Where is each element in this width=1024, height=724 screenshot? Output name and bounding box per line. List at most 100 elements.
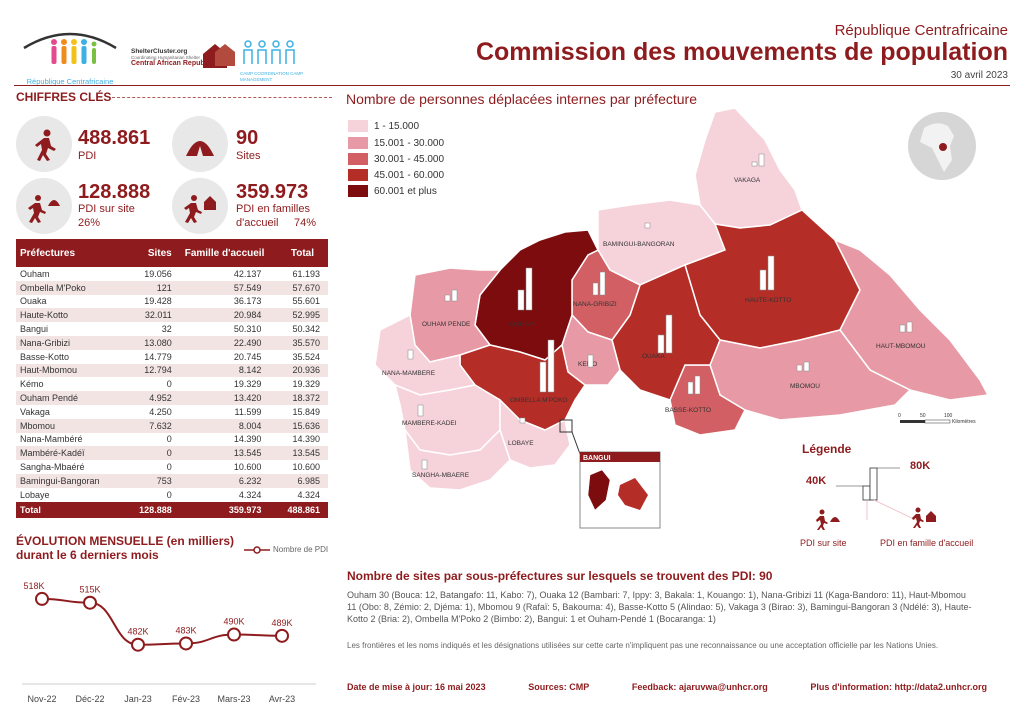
map-title: Nombre de personnes déplacées internes p… [346,91,697,107]
legend-line-icon [244,545,270,554]
x-tick-label: Nov-22 [27,694,56,704]
footer-info-link[interactable]: Plus d'information: http://data2.unhcr.o… [810,682,987,692]
cell-total: 61.193 [292,268,320,279]
cell-total: 6.985 [273,473,328,488]
table-row: Basse-Kotto 14.779 20.745 35.524 [16,350,328,364]
shelter-cluster-logo: ShelterCluster.org Coordinating Humanita… [131,44,235,68]
legend-class-label: 15.001 - 30.000 [374,137,445,149]
label-ombella-mpoko: OMBELLA M'POKO [510,397,568,404]
table-total-row: Total 128.888 359.973 488.861 [16,501,328,518]
table-row: Haut-Mbomou 12.794 8.142 20.936 [16,363,328,378]
table-row: Kémo 0 19.329 19.329 [16,377,328,391]
label-vakaga: VAKAGA [734,177,761,184]
x-tick-label: Avr-23 [269,694,295,704]
cell-host-family: 8.004 [175,418,274,433]
idp-sites-value: 128.888 [78,181,151,203]
idp-sites-percent: 26% [78,217,101,229]
legend-class-4: 45.001 - 60.000 [348,169,444,181]
cell-prefecture: Ouaka [20,296,47,307]
legend-swatch [348,137,368,149]
table-row: Ombella M'Poko 121 57.549 57.670 [16,280,328,295]
cell-total: 15.849 [292,406,320,417]
scale-unit: Kilomètres [952,419,976,425]
tent-icon [172,116,228,172]
cccm-people-icon [243,40,295,64]
legend-person-house-icon [910,506,940,535]
label-sangha-mbaere: SANGHA-MBAERE [412,472,470,479]
shelter-country-text: Central African Republic [131,60,213,67]
proportional-bars [407,153,913,470]
evolution-legend-label: Nombre de PDI [273,545,329,554]
cccm-logo-text: CAMP COORDINATION CAMP MANAGEMENT [240,71,304,82]
idp-families-label-2: d'accueil [236,217,279,229]
cell-prefecture: Sangha-Mbaéré [20,462,85,473]
label-nana-gribizi: NANA-GRIBIZI [573,301,617,308]
label-mambere-kadei: MAMBERE-KADEI [402,420,457,427]
cell-sites: 19.056 [144,268,172,279]
shelter-logo-text: ShelterCluster.org [131,48,188,55]
legend-class-label: 60.001 et plus [374,185,437,197]
col-host-family: Famille d'accueil [175,239,274,267]
cell-prefecture: Ombella M'Poko [16,280,126,295]
cell-prefecture: Haute-Kotto [16,308,126,323]
legend-class-3: 30.001 - 45.000 [348,153,444,165]
table-row: Lobaye 0 4.324 4.324 [16,488,328,502]
cell-sites: 7.632 [126,418,176,433]
cell-host-family: 10.600 [233,462,262,473]
cell-prefecture: Mbomou [16,418,126,433]
car-map: VAKAGA BAMINGUI-BANGORAN HAUTE-KOTTO NAN… [374,107,990,529]
cell-sites: 0 [126,446,176,461]
cell-host-family: 20.984 [175,308,274,323]
idp-total-value: 488.861 [78,127,151,149]
evolution-legend: Nombre de PDI [244,545,328,554]
legend-swatch [348,120,368,132]
label-ouham-pende: OUHAM PENDE [422,321,471,328]
cell-total: 13.545 [273,446,328,461]
person-to-tent-icon [16,178,72,234]
page-title: Commission des mouvements de population [475,38,1008,66]
prefecture-table: Préfectures Sites Famille d'accueil Tota… [16,239,328,518]
region-sangha-mbaere [403,427,511,491]
label-mbomou: MBOMOU [790,383,820,390]
logo-text: République Centrafricaine [26,77,114,86]
footer-feedback[interactable]: Feedback: ajaruvwa@unhcr.org [631,682,768,692]
x-tick-label: Jan-23 [124,694,152,704]
label-lobaye: LOBAYE [508,440,534,447]
label-haut-mbomou: HAUT-MBOMOU [876,343,926,350]
cell-prefecture: Nana-Mambéré [20,434,83,445]
cell-prefecture: Kémo [20,379,44,390]
evolution-chart: 518K Nov-22 515K Déc-22 482K Jan-23 483K Fév-23… [22,581,316,704]
cell-host-family: 13.420 [175,391,274,405]
legend-families-label: PDI en famille d'accueil [880,538,974,548]
table-row: Ouaka 19.428 36.173 55.601 [16,295,328,309]
cell-sites: 12.794 [126,363,176,378]
country-name: République Centrafricaine [834,22,1008,39]
region-nana-mambere [374,313,477,396]
cell-total: 52.995 [273,308,328,323]
cell-total: 4.324 [297,489,320,500]
total-host-family: 359.973 [175,501,274,518]
legend-40k: 40K [806,475,827,487]
data-label: 489K [271,618,292,628]
cell-host-family: 57.549 [175,280,274,295]
cell-total: 55.601 [292,296,320,307]
cell-prefecture: Ouham Pendé [16,391,126,405]
footer-sources: Sources: CMP [528,682,590,692]
x-tick-label: Mars-23 [217,694,250,704]
cell-sites: 19.428 [144,296,172,307]
data-label: 515K [79,585,100,595]
series-line [41,597,283,646]
data-point [179,636,193,651]
bangui-locator-line [571,431,581,455]
data-label: 483K [175,625,196,635]
table-row: Vakaga 4.250 11.599 15.849 [16,405,328,419]
sites-title: Nombre de sites par sous-préfectures sur… [347,569,773,583]
cell-sites: 13.080 [126,335,176,350]
evolution-title: ÉVOLUTION MENSUELLE (en milliers) durant… [16,534,234,562]
legend-class-2: 15.001 - 30.000 [348,137,444,149]
cell-host-family: 4.324 [238,489,262,500]
cell-total: 18.372 [273,391,328,405]
cell-host-family: 14.390 [233,434,262,445]
disclaimer: Les frontières et les noms indiqués et l… [347,641,939,650]
idp-total-label: PDI [78,150,97,162]
